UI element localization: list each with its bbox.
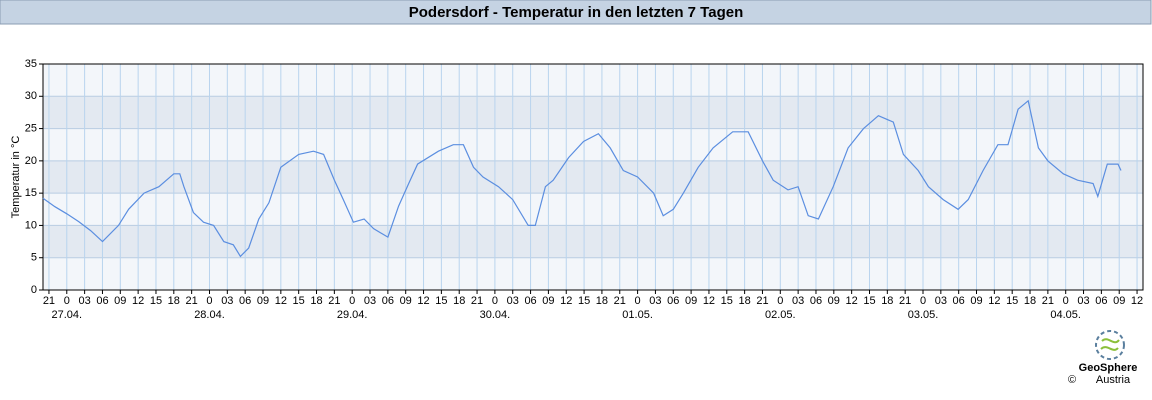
x-tick-label: 06 [382,295,394,307]
x-tick-label: 06 [667,295,679,307]
y-tick-label: 20 [25,155,37,167]
y-tick-label: 5 [31,252,37,264]
x-date-label: 02.05. [765,309,796,321]
x-tick-label: 03 [221,295,233,307]
x-tick-label: 18 [1024,295,1036,307]
x-tick-label: 03 [364,295,376,307]
x-tick-label: 18 [168,295,180,307]
band [43,160,1143,194]
y-tick-label: 10 [25,219,37,231]
x-tick-label: 09 [114,295,126,307]
title-bar [0,0,1152,25]
x-tick-label: 12 [703,295,715,307]
x-tick-label: 06 [953,295,965,307]
brand-sub: Austria [1096,374,1131,386]
x-tick-label: 03 [649,295,661,307]
x-tick-label: 21 [899,295,911,307]
x-tick-label: 12 [560,295,572,307]
x-tick-label: 09 [542,295,554,307]
x-tick-label: 15 [1006,295,1018,307]
x-tick-label: 12 [275,295,287,307]
x-tick-label: 0 [349,295,355,307]
line-series [42,99,1122,258]
x-tick-label: 15 [293,295,305,307]
logo-ring [1095,330,1125,360]
x-tick-label: 21 [756,295,768,307]
x-tick-label: 09 [400,295,412,307]
x-tick-label: 18 [596,295,608,307]
x-tick-label: 0 [920,295,926,307]
x-date-label: 29.04. [337,309,368,321]
x-tick-label: 18 [453,295,465,307]
x-tick-label: 03 [78,295,90,307]
x-tick-label: 09 [828,295,840,307]
plot-frame [42,63,1144,291]
x-tick-label: 12 [132,295,144,307]
x-tick-label: 18 [881,295,893,307]
x-tick-label: 0 [1063,295,1069,307]
x-tick-label: 15 [578,295,590,307]
x-tick-label: 06 [524,295,536,307]
y-tick-label: 25 [25,122,37,134]
x-tick-label: 0 [64,295,70,307]
x-tick-label: 0 [492,295,498,307]
x-tick-label: 06 [96,295,108,307]
x-tick-label: 03 [1077,295,1089,307]
x-tick-label: 15 [150,295,162,307]
x-tick-label: 12 [417,295,429,307]
x-tick-label: 21 [328,295,340,307]
x-date-label: 03.05. [908,309,939,321]
logo [1095,330,1125,360]
y-tick-label: 30 [25,90,37,102]
x-tick-label: 0 [635,295,641,307]
x-tick-label: 12 [988,295,1000,307]
x-tick-label: 21 [43,295,55,307]
x-tick-label: 0 [777,295,783,307]
band [43,225,1143,258]
x-tick-label: 15 [435,295,447,307]
y-tick-label: 0 [31,284,37,296]
x-tick-label: 15 [863,295,875,307]
x-tick-label: 03 [507,295,519,307]
x-tick-label: 09 [1113,295,1125,307]
x-tick-label: 15 [721,295,733,307]
y-tick-label: 35 [25,58,37,70]
x-tick-label: 03 [792,295,804,307]
x-tick-label: 18 [738,295,750,307]
x-tick-label: 0 [206,295,212,307]
x-date-label: 27.04. [51,309,82,321]
x-tick-label: 18 [310,295,322,307]
x-tick-label: 06 [239,295,251,307]
band [43,96,1143,129]
x-date-label: 01.05. [622,309,653,321]
x-tick-label: 03 [935,295,947,307]
x-date-label: 28.04. [194,309,225,321]
x-tick-label: 21 [614,295,626,307]
brand: GeoSphere [1079,362,1138,374]
copyright: © [1068,374,1076,386]
logo-waves [1100,338,1120,351]
y-tick-label: 15 [25,187,37,199]
x-tick-label: 12 [1131,295,1143,307]
x-tick-label: 09 [257,295,269,307]
y-axis-label: Temperatur in °C [10,136,22,219]
x-date-label: 30.04. [480,309,511,321]
x-tick-label: 21 [471,295,483,307]
x-tick-label: 21 [1042,295,1054,307]
x-tick-label: 09 [970,295,982,307]
x-tick-label: 06 [1095,295,1107,307]
x-tick-label: 09 [685,295,697,307]
x-date-label: 04.05. [1050,309,1081,321]
x-tick-label: 12 [846,295,858,307]
x-tick-label: 06 [810,295,822,307]
x-tick-label: 21 [186,295,198,307]
chart-title: Podersdorf - Temperatur in den letzten 7… [409,4,744,21]
